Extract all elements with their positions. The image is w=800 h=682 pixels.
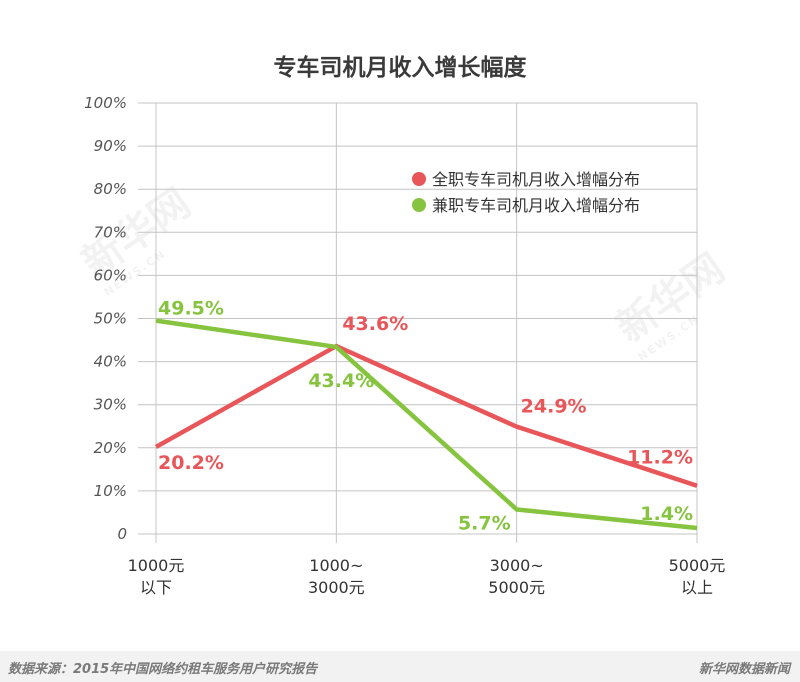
footer-bar: 数据来源：2015年中国网络约租车服务用户研究报告 新华网数据新闻 xyxy=(0,651,800,682)
y-tick-label: 80% xyxy=(94,180,127,198)
grid xyxy=(138,102,698,543)
legend-marker xyxy=(412,172,426,186)
legend-label: 兼职专车司机月收入增幅分布 xyxy=(432,196,640,215)
series-line-1 xyxy=(154,343,698,488)
y-tick-label: 100% xyxy=(84,94,127,112)
data-label: 43.4% xyxy=(308,370,374,392)
y-tick-label: 20% xyxy=(94,439,127,457)
chart-title: 专车司机月收入增长幅度 xyxy=(274,54,528,81)
x-tick-label: 5000元 xyxy=(488,578,545,597)
data-source: 数据来源：2015年中国网络约租车服务用户研究报告 xyxy=(8,662,318,677)
data-label: 1.4% xyxy=(640,503,693,525)
x-tick-label: 以上 xyxy=(681,578,713,597)
x-tick-label: 以下 xyxy=(140,578,172,597)
brand-label: 新华网数据新闻 xyxy=(698,662,790,677)
x-tick-label: 3000~ xyxy=(490,556,544,575)
legend-label: 全职专车司机月收入增幅分布 xyxy=(432,170,640,189)
data-label: 49.5% xyxy=(158,298,224,320)
data-label: 24.9% xyxy=(521,396,587,418)
x-tick-label: 5000元 xyxy=(669,556,726,575)
x-tick-label: 3000元 xyxy=(308,578,365,597)
series-line-2 xyxy=(155,318,698,531)
x-tick-label: 1000~ xyxy=(309,556,363,575)
x-tick-label: 1000元 xyxy=(128,556,185,575)
y-tick-label: 30% xyxy=(94,396,127,414)
data-label: 20.2% xyxy=(158,452,224,474)
y-tick-label: 60% xyxy=(94,266,127,284)
series-lines xyxy=(154,318,698,531)
chart: 专车司机月收入增长幅度 0 10% 20% 30% 40% 50% 60% 70% 80% 90%… xyxy=(84,54,726,597)
y-tick-label: 90% xyxy=(94,137,127,155)
data-label: 11.2% xyxy=(627,447,693,469)
legend-marker xyxy=(412,198,426,212)
y-axis: 0 10% 20% 30% 40% 50% 60% 70% 80% 90% 100% xyxy=(84,94,127,543)
y-tick-label: 10% xyxy=(94,482,127,500)
data-label: 5.7% xyxy=(458,512,511,534)
data-labels: 20.2% 43.6% 24.9% 11.2% 49.5% 43.4% 5.7% 1.4% xyxy=(158,298,693,535)
data-label: 43.6% xyxy=(342,313,408,335)
y-tick-label: 70% xyxy=(94,223,127,241)
y-tick-label: 50% xyxy=(94,310,127,328)
y-tick-label: 40% xyxy=(94,353,127,371)
y-tick-label: 0 xyxy=(117,525,127,543)
